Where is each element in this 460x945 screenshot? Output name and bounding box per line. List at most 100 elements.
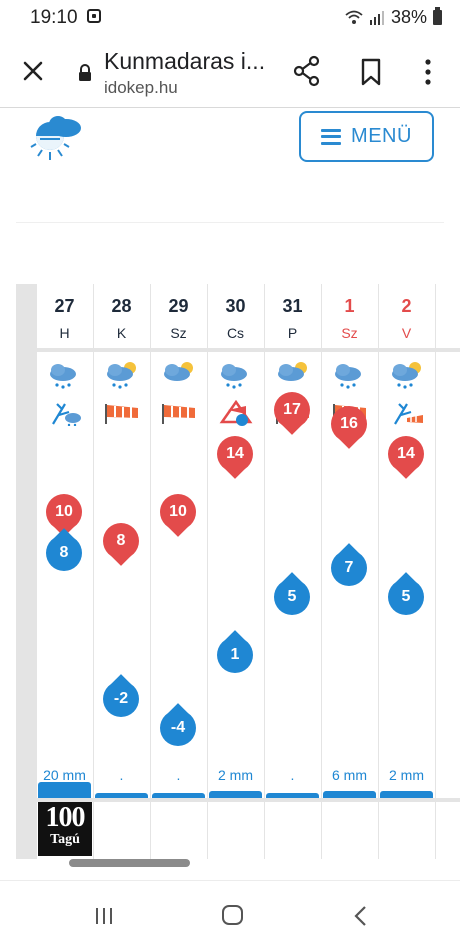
windsock-icon	[162, 404, 195, 424]
min-temp-marker[interactable]: -4	[160, 710, 196, 747]
weather-icons-cell[interactable]	[36, 360, 93, 440]
min-temp-value: 1	[230, 646, 240, 664]
min-temp-marker[interactable]: 8	[46, 535, 82, 572]
day-header[interactable]: 29 Sz	[150, 296, 207, 341]
menu-button[interactable]: MENÜ	[299, 111, 434, 162]
precip-label: 20 mm	[43, 767, 86, 783]
badge-number: 100	[45, 802, 86, 833]
day-date: 31	[282, 296, 303, 316]
max-temp-marker[interactable]: 8	[103, 523, 139, 560]
partly-cloudy-rain-icon	[107, 362, 136, 389]
max-temp-marker[interactable]: 17	[274, 391, 310, 428]
min-temp-value: -4	[170, 719, 186, 737]
min-temp-value: 7	[344, 558, 354, 576]
max-temp-value: 16	[340, 415, 358, 433]
column-separator	[207, 284, 208, 859]
precip-label: .	[119, 767, 124, 783]
min-temp-marker[interactable]: 5	[274, 579, 310, 615]
max-temp-value: 14	[397, 444, 415, 462]
weather-icons-cell[interactable]	[150, 360, 207, 440]
browser-toolbar: Kunmadaras i... idokep.hu	[0, 34, 460, 108]
day-name: Sz	[341, 325, 358, 341]
day-date: 27	[54, 296, 75, 316]
min-temp-marker[interactable]: -2	[103, 681, 139, 718]
day-date: 1	[344, 296, 355, 316]
day-name: Sz	[170, 325, 187, 341]
day-date: 28	[111, 296, 132, 316]
min-temp-marker[interactable]: 7	[331, 549, 367, 586]
battery-percent: 38%	[390, 7, 427, 27]
lock-icon	[79, 64, 91, 81]
page-title[interactable]: Kunmadaras i...	[104, 48, 266, 74]
day-date: 2	[401, 296, 412, 316]
share-icon[interactable]	[292, 54, 322, 88]
branch-wind-icon	[52, 403, 81, 426]
max-temp-marker[interactable]: 10	[160, 494, 196, 530]
precip-bar	[266, 793, 319, 798]
100-tagu-badge[interactable]: 100 Tagú	[38, 802, 92, 856]
back-icon[interactable]	[352, 905, 368, 927]
day-header[interactable]: 28 K	[93, 296, 150, 341]
branch-windsock-icon	[394, 403, 423, 425]
day-name: H	[59, 325, 70, 341]
bookmark-icon[interactable]	[356, 56, 386, 88]
max-temp-value: 8	[116, 532, 126, 550]
partly-sunny-icon	[278, 362, 307, 381]
forecast-header-row: 27 H 28 K 29 Sz 30 Cs 31 P 1 Sz 2 V	[36, 284, 460, 352]
weather-icons-cell[interactable]	[93, 360, 150, 440]
day-date: 29	[168, 296, 189, 316]
column-separator	[321, 284, 322, 859]
day-header[interactable]: 1 Sz	[321, 296, 378, 341]
day-header[interactable]: 31 P	[264, 296, 321, 341]
min-temp-value: 8	[59, 544, 69, 562]
windsock-icon	[105, 404, 138, 424]
min-temp-marker[interactable]: 5	[388, 579, 424, 615]
precip-bar	[380, 791, 433, 798]
precip-label: 2 mm	[389, 767, 424, 783]
column-separator	[36, 284, 37, 859]
weather-icons-cell[interactable]	[378, 360, 435, 440]
weather-icons-cell[interactable]	[207, 360, 264, 440]
max-temp-value: 10	[55, 503, 73, 520]
min-temp-value: 5	[401, 588, 411, 605]
day-name: V	[401, 325, 412, 341]
column-separator	[264, 284, 265, 859]
home-icon[interactable]	[222, 905, 243, 925]
page-url[interactable]: idokep.hu	[104, 78, 178, 97]
day-date: 30	[225, 296, 246, 316]
max-temp-marker[interactable]: 14	[388, 435, 424, 472]
max-temp-value: 14	[226, 444, 244, 462]
cloud-rain-icon	[221, 364, 247, 389]
max-temp-value: 10	[169, 503, 187, 520]
status-bar: 19:10 38%	[0, 0, 460, 34]
divider	[16, 222, 444, 223]
more-icon[interactable]	[418, 56, 438, 88]
menu-label: MENÜ	[351, 125, 412, 147]
status-right-group: 38%	[345, 7, 442, 28]
day-header[interactable]: 27 H	[36, 296, 93, 341]
precip-bar	[323, 791, 376, 798]
signal-icon	[369, 11, 384, 25]
column-separator	[378, 284, 379, 859]
close-icon[interactable]	[18, 56, 48, 86]
column-separator	[150, 284, 151, 859]
horizontal-scrollbar[interactable]	[69, 859, 190, 867]
max-temp-marker[interactable]: 14	[217, 435, 253, 472]
weather-logo-icon[interactable]	[30, 112, 86, 164]
max-temp-marker[interactable]: 16	[331, 406, 367, 443]
forecast-table: 27 H 28 K 29 Sz 30 Cs 31 P 1 Sz 2 V 100 Tagú 10 8 20 mm…	[16, 284, 460, 859]
cloud-rain-icon	[335, 364, 361, 389]
min-temp-marker[interactable]: 1	[217, 637, 253, 674]
max-temp-marker[interactable]: 10	[46, 494, 82, 530]
status-time: 19:10	[30, 7, 78, 28]
day-header[interactable]: 30 Cs	[207, 296, 264, 341]
precip-bar	[38, 782, 91, 798]
recent-apps-icon[interactable]	[94, 906, 114, 926]
day-name: K	[116, 325, 127, 341]
hamburger-icon	[321, 128, 342, 145]
notification-icon	[87, 9, 101, 23]
strong-wind-warning-icon	[219, 400, 253, 426]
max-temp-value: 17	[283, 400, 301, 418]
precip-label: 2 mm	[218, 767, 253, 783]
